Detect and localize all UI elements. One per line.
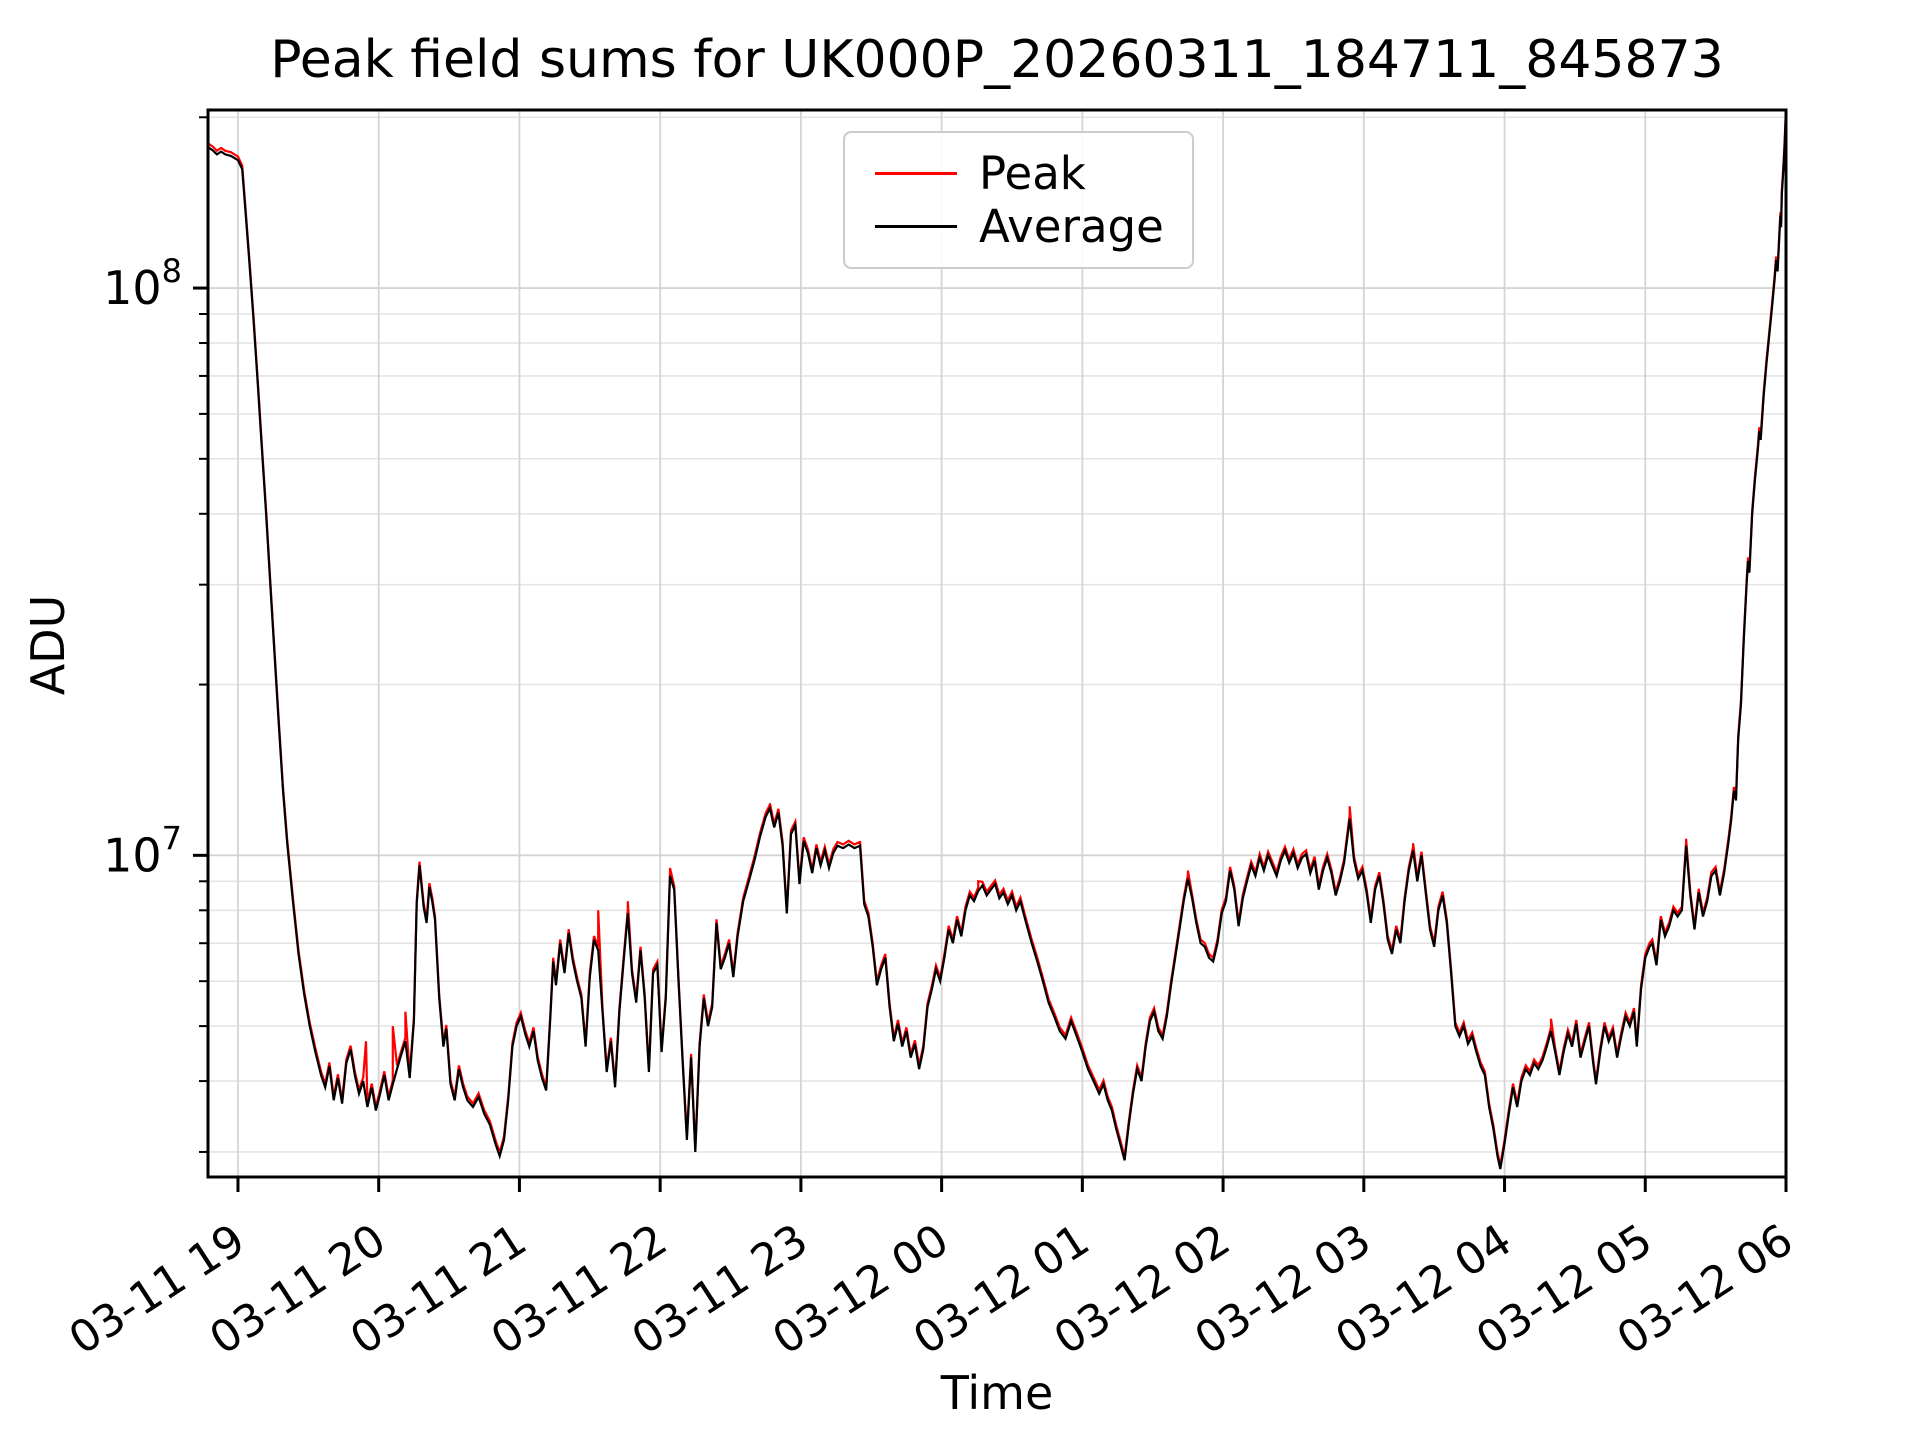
axis-ticks	[193, 116, 1788, 1192]
legend-label-average: Average	[979, 200, 1164, 253]
legend-entry-peak: Peak	[875, 147, 1164, 200]
gridlines	[208, 110, 1787, 1177]
chart-title: Peak field sums for UK000P_20260311_1847…	[270, 30, 1724, 90]
y-tick-label: 108	[103, 252, 182, 315]
plot-border	[206, 108, 1788, 1179]
average-series-line	[208, 110, 1786, 1170]
y-axis-label: ADU	[21, 594, 75, 696]
y-tick-labels: 107 108	[103, 252, 182, 882]
legend-label-peak: Peak	[979, 147, 1086, 200]
average-line-sample	[875, 225, 957, 228]
x-axis-label: Time	[940, 1366, 1054, 1420]
y-tick-label: 107	[103, 819, 182, 882]
legend-entry-average: Average	[875, 200, 1164, 253]
peak-line-sample	[875, 172, 957, 175]
legend: Peak Average	[843, 131, 1194, 269]
